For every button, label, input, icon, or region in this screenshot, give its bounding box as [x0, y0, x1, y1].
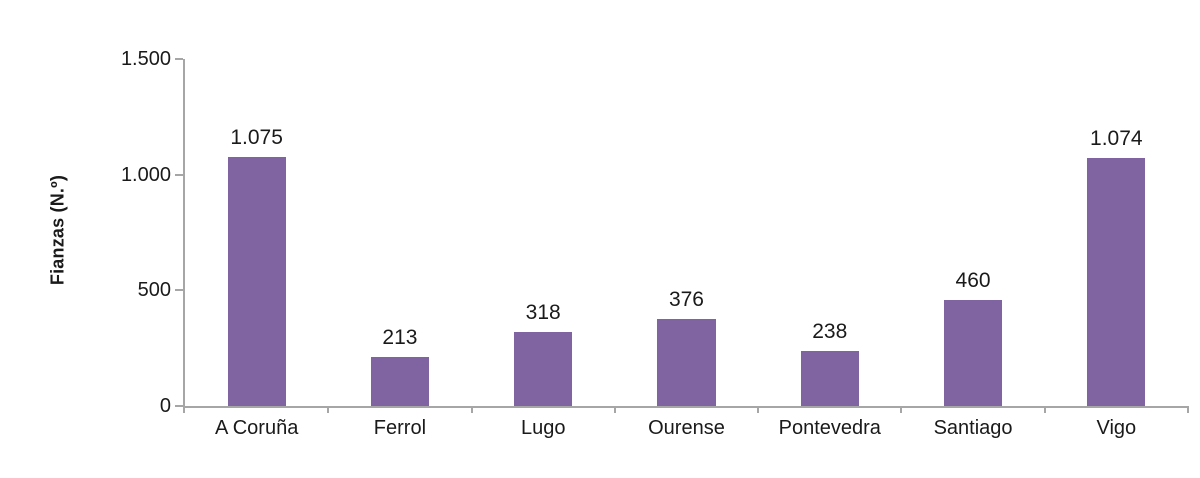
y-tick-label: 1.500 — [120, 48, 171, 70]
x-category-label: Pontevedra — [778, 417, 881, 439]
y-tick-label: 1.000 — [120, 163, 171, 186]
x-category-label: Lugo — [520, 417, 566, 439]
bars-container: 1.075 A Coruña 213 Ferrol 318 Lugo 376 Ourense 2… — [183, 59, 1189, 438]
y-tick-mark — [175, 405, 183, 407]
bar-value-label: 1.074 — [1090, 126, 1143, 150]
x-category-label: A Coruña — [214, 417, 299, 439]
category-cell: 238 Pontevedra — [758, 59, 903, 438]
x-tick-mark — [1043, 406, 1046, 413]
x-category-label: Santiago — [933, 417, 1013, 439]
bar — [944, 299, 1003, 406]
y-tick-label: 0 — [159, 395, 171, 417]
bar-value-label: 318 — [525, 301, 561, 325]
category-cell: 1.074 Vigo — [1045, 59, 1189, 438]
category-cell: 1.075 A Coruña — [185, 59, 330, 438]
bar-value-label: 1.075 — [230, 126, 283, 150]
bar-value-label: 238 — [812, 319, 848, 343]
x-tick-mark — [470, 406, 473, 413]
bar-value-label: 376 — [668, 288, 704, 312]
y-tick-mark — [175, 58, 183, 60]
x-tick-mark — [613, 406, 616, 413]
x-category-label: Ferrol — [373, 417, 427, 439]
y-axis-title: Fianzas (N.º) — [47, 174, 68, 286]
x-tick-mark — [1186, 406, 1189, 413]
x-category-label: Ourense — [648, 417, 725, 439]
x-tick-mark — [183, 406, 185, 413]
category-cell: 460 Santiago — [901, 59, 1046, 438]
x-tick-mark — [757, 406, 760, 413]
bar — [514, 332, 573, 406]
x-category-label: Vigo — [1096, 417, 1137, 439]
bar — [800, 350, 859, 406]
bar-value-label: 213 — [382, 325, 418, 349]
bar — [370, 356, 429, 406]
category-cell: 213 Ferrol — [328, 59, 473, 438]
category-cell: 376 Ourense — [615, 59, 760, 438]
bar-value-label: 460 — [955, 268, 991, 292]
y-tick-mark — [175, 289, 183, 292]
y-axis: 0 500 1.000 1.500 — [121, 49, 1188, 416]
bar — [227, 157, 286, 406]
x-tick-mark — [327, 406, 330, 413]
y-tick-label: 500 — [137, 279, 171, 302]
plot-area: 0 500 1.000 1.500 1.075 A Coruña 213 Ferrol 318… — [121, 49, 1189, 438]
y-tick-mark — [175, 173, 183, 176]
bar — [657, 319, 716, 406]
bar — [1087, 157, 1146, 406]
x-tick-mark — [900, 406, 903, 413]
bar-chart: Fianzas (N.º) 0 500 1.000 1.500 1.075 A Coru… — [40, 16, 1189, 462]
category-cell: 318 Lugo — [472, 59, 616, 438]
